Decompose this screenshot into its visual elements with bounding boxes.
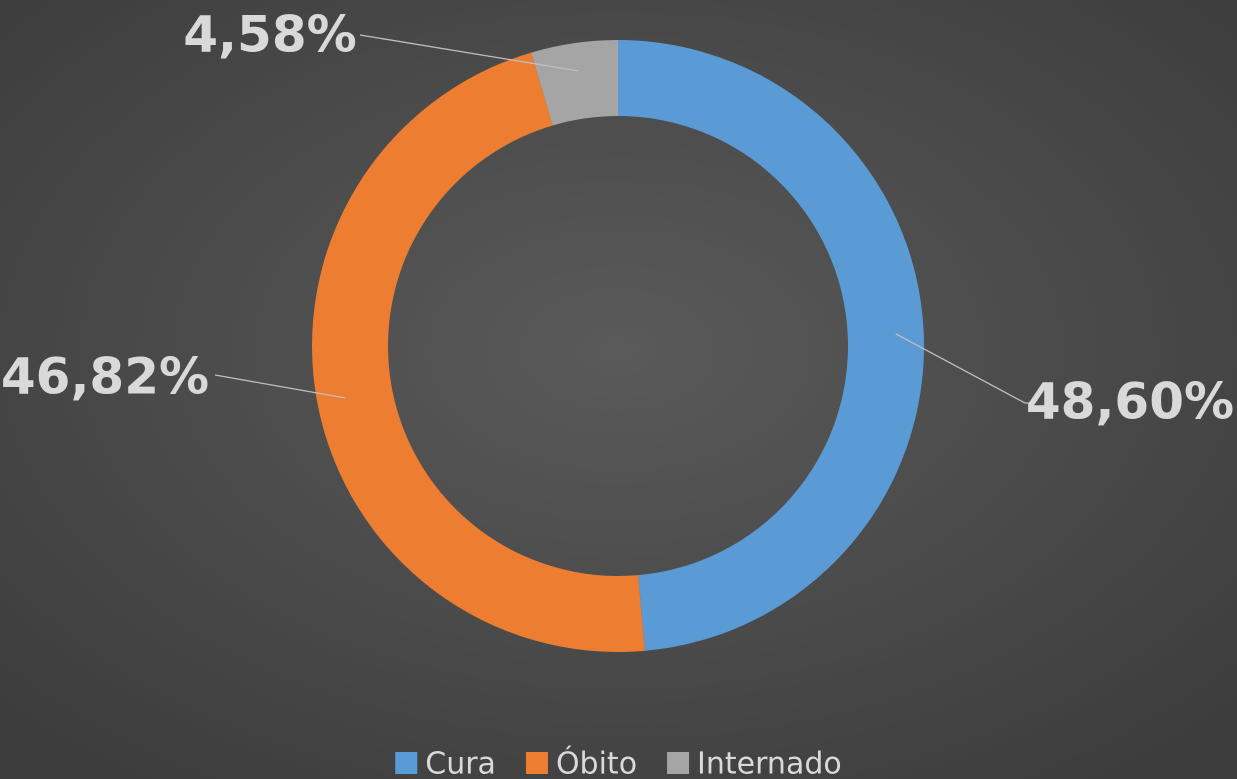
legend-swatch bbox=[395, 752, 418, 774]
legend-label: Óbito bbox=[556, 745, 637, 779]
data-label: 46,82% bbox=[1, 348, 209, 406]
leader-line bbox=[359, 34, 579, 72]
donut-segment bbox=[312, 52, 645, 653]
leader-line bbox=[895, 333, 1030, 404]
leader-line bbox=[214, 374, 346, 399]
legend-label: Internado bbox=[697, 747, 842, 779]
legend-label: Cura bbox=[425, 747, 496, 779]
donut-segment bbox=[531, 40, 618, 126]
legend-swatch bbox=[525, 752, 548, 774]
legend-swatch bbox=[667, 752, 690, 774]
donut-segment bbox=[618, 40, 925, 651]
data-label: 4,58% bbox=[183, 6, 356, 64]
data-label: 48,60% bbox=[1026, 373, 1234, 431]
